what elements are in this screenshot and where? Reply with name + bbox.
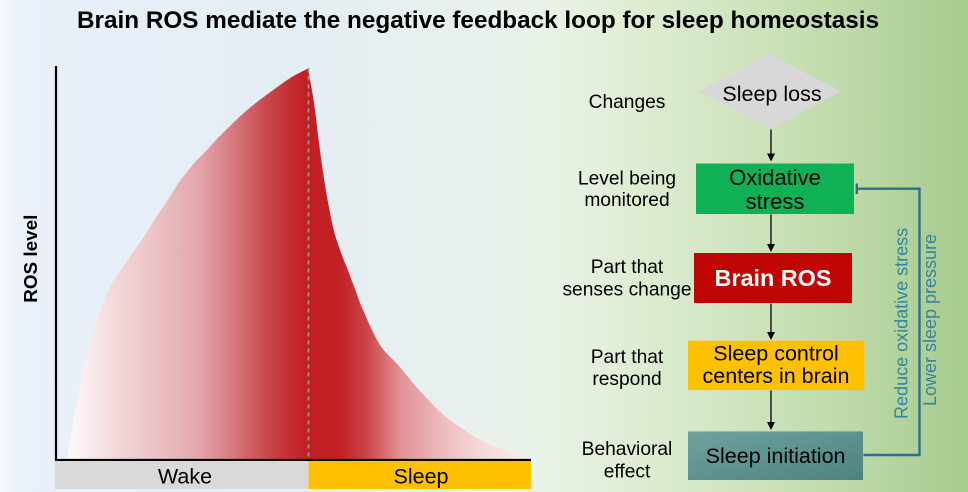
svg-text:Wake: Wake bbox=[158, 465, 212, 489]
svg-text:Lower sleep pressure: Lower sleep pressure bbox=[920, 234, 940, 406]
svg-text:Oxidative: Oxidative bbox=[729, 165, 821, 190]
svg-text:Sleep control: Sleep control bbox=[713, 342, 839, 366]
svg-text:Sleep: Sleep bbox=[394, 465, 449, 489]
svg-text:Behavioral: Behavioral bbox=[582, 439, 673, 460]
svg-text:Changes: Changes bbox=[589, 92, 666, 113]
svg-text:centers in brain: centers in brain bbox=[703, 364, 850, 388]
svg-text:senses change: senses change bbox=[562, 280, 691, 301]
svg-text:Part that: Part that bbox=[591, 257, 664, 278]
svg-text:Part that: Part that bbox=[591, 347, 664, 368]
svg-text:Brain ROS mediate the negative: Brain ROS mediate the negative feedback … bbox=[77, 7, 879, 34]
svg-text:stress: stress bbox=[746, 189, 805, 214]
svg-text:Reduce oxidative stress: Reduce oxidative stress bbox=[892, 228, 912, 419]
svg-text:ROS level: ROS level bbox=[21, 215, 42, 303]
svg-text:monitored: monitored bbox=[584, 190, 669, 211]
svg-text:effect: effect bbox=[604, 462, 651, 483]
svg-text:Sleep initiation: Sleep initiation bbox=[706, 444, 846, 468]
svg-text:respond: respond bbox=[592, 369, 661, 390]
svg-text:Sleep loss: Sleep loss bbox=[722, 82, 821, 106]
svg-text:Level being: Level being bbox=[578, 169, 676, 190]
svg-text:Brain ROS: Brain ROS bbox=[715, 265, 832, 291]
